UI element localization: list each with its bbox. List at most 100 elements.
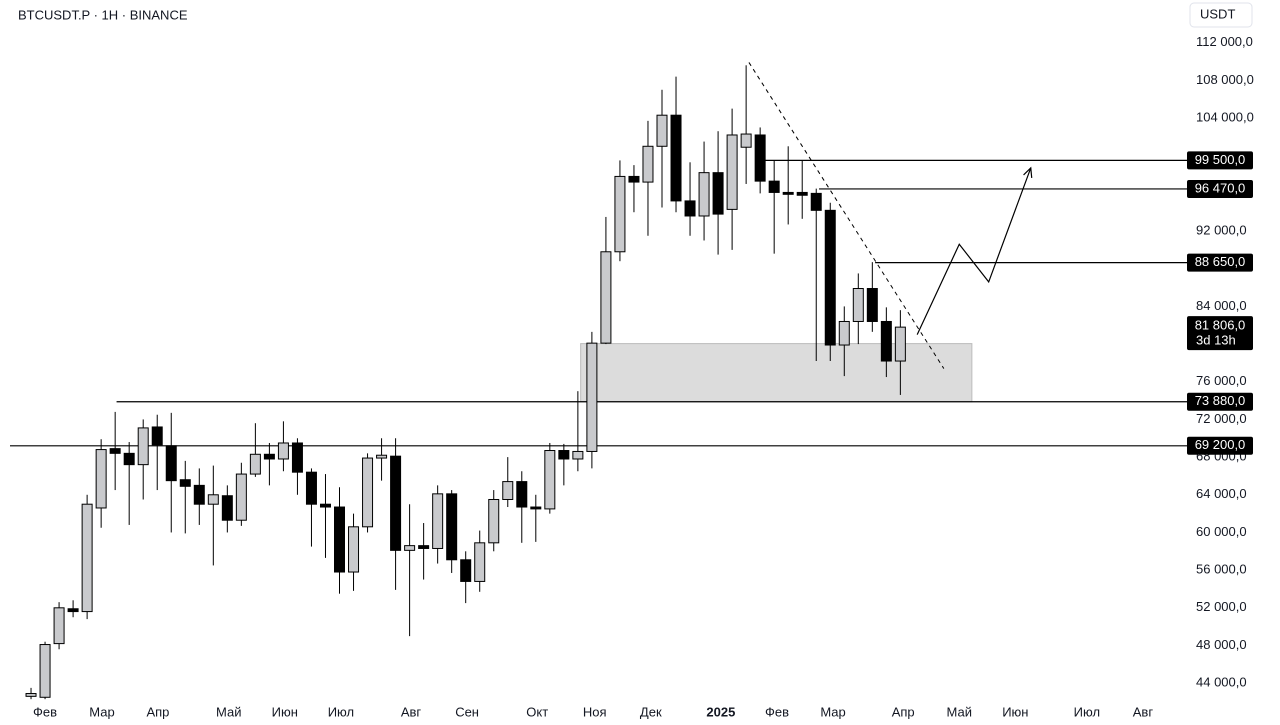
candle-body bbox=[712, 172, 724, 215]
candle-body bbox=[810, 192, 822, 211]
candle-body bbox=[642, 145, 654, 183]
projection-path bbox=[916, 167, 1032, 335]
candle-body bbox=[460, 559, 472, 582]
x-tick-label: Май bbox=[947, 704, 972, 719]
candle-body bbox=[305, 471, 317, 505]
x-tick-label: Мар bbox=[89, 704, 114, 719]
candle-body bbox=[25, 693, 37, 697]
chart-title: BTCUSDT.P · 1H · BINANCE bbox=[18, 7, 188, 22]
level-label: 99 500,0 bbox=[1195, 152, 1246, 167]
level-label: 88 650,0 bbox=[1195, 254, 1246, 269]
x-tick-label: Июл bbox=[1074, 704, 1100, 719]
candle-body bbox=[348, 526, 360, 573]
candle-body bbox=[151, 426, 163, 446]
candle-body bbox=[193, 484, 205, 505]
candle-body bbox=[165, 445, 177, 482]
candle-body bbox=[740, 133, 752, 148]
unit-box bbox=[1189, 2, 1253, 28]
y-tick-label: 108 000,0 bbox=[1196, 72, 1254, 87]
candle-body bbox=[488, 498, 500, 544]
candle-body bbox=[109, 448, 121, 454]
candle-body bbox=[446, 493, 458, 561]
last-price-box bbox=[1187, 316, 1253, 351]
candle-body bbox=[656, 114, 668, 147]
candle-body bbox=[221, 495, 233, 521]
candle-body bbox=[838, 320, 850, 346]
x-tick-label: Июн bbox=[272, 704, 298, 719]
candle-body bbox=[474, 542, 486, 582]
candle-body bbox=[418, 545, 430, 549]
candle-body bbox=[614, 175, 626, 253]
candle-body bbox=[866, 288, 878, 322]
y-tick-label: 56 000,0 bbox=[1196, 562, 1247, 577]
candle-body bbox=[782, 191, 794, 195]
candle-body bbox=[544, 450, 556, 510]
candle-body bbox=[502, 481, 514, 500]
y-tick-label: 76 000,0 bbox=[1196, 373, 1247, 388]
level-label: 69 200,0 bbox=[1195, 437, 1246, 452]
y-tick-label: 44 000,0 bbox=[1196, 675, 1247, 690]
candle-body bbox=[123, 452, 135, 466]
y-tick-label: 84 000,0 bbox=[1196, 298, 1247, 313]
candle-body bbox=[586, 342, 598, 452]
candle-body bbox=[698, 172, 710, 217]
unit-label: USDT bbox=[1200, 6, 1235, 21]
candle-body bbox=[376, 454, 388, 459]
candle-body bbox=[530, 506, 542, 510]
level-box bbox=[1187, 253, 1253, 272]
x-tick-label: Фев bbox=[765, 704, 789, 719]
candle-body bbox=[207, 494, 219, 505]
candle-body bbox=[291, 442, 303, 473]
candle-body bbox=[390, 455, 402, 551]
y-tick-label: 60 000,0 bbox=[1196, 524, 1247, 539]
x-tick-label: Июл bbox=[328, 704, 354, 719]
level-label: 73 880,0 bbox=[1195, 393, 1246, 408]
level-box bbox=[1187, 151, 1253, 170]
x-tick-label: Апр bbox=[892, 704, 915, 719]
x-tick-label: Июн bbox=[1002, 704, 1028, 719]
candle-body bbox=[754, 134, 766, 182]
y-tick-label: 48 000,0 bbox=[1196, 637, 1247, 652]
candle-body bbox=[39, 644, 51, 698]
candle-body bbox=[179, 479, 191, 487]
candle-body bbox=[852, 288, 864, 322]
level-box bbox=[1187, 436, 1253, 455]
y-tick-label: 92 000,0 bbox=[1196, 222, 1247, 237]
candle-body bbox=[796, 191, 808, 196]
candle-body bbox=[894, 326, 906, 362]
candle-body bbox=[277, 442, 289, 460]
x-tick-label: Дек bbox=[640, 704, 662, 719]
level-box bbox=[1187, 392, 1253, 411]
candle-body bbox=[558, 450, 570, 460]
x-tick-label: Май bbox=[216, 704, 241, 719]
candle-body bbox=[137, 427, 149, 466]
candle-body bbox=[319, 503, 331, 508]
x-tick-label: Ноя bbox=[583, 704, 607, 719]
candle-body bbox=[249, 453, 261, 475]
x-tick-label: Авг bbox=[1133, 704, 1154, 719]
candle-body bbox=[235, 473, 247, 521]
candle-body bbox=[362, 457, 374, 528]
candle-body bbox=[628, 175, 640, 183]
zone bbox=[580, 343, 973, 403]
candle-body bbox=[432, 493, 444, 549]
candle-body bbox=[880, 320, 892, 362]
candle-body bbox=[334, 506, 346, 573]
x-tick-label: Апр bbox=[146, 704, 169, 719]
y-tick-label: 64 000,0 bbox=[1196, 486, 1247, 501]
last-price-label: 81 806,0 bbox=[1195, 318, 1246, 333]
candle-body bbox=[53, 607, 65, 645]
y-tick-label: 104 000,0 bbox=[1196, 109, 1254, 124]
x-tick-label: Фев bbox=[33, 704, 57, 719]
candle-body bbox=[67, 608, 79, 613]
candle-body bbox=[824, 209, 836, 346]
candle-body bbox=[404, 545, 416, 551]
x-tick-label: 2025 bbox=[706, 704, 735, 719]
candle-body bbox=[768, 180, 780, 193]
candle-body bbox=[600, 251, 612, 344]
level-label: 96 470,0 bbox=[1195, 180, 1246, 195]
x-tick-label: Мар bbox=[820, 704, 845, 719]
candle-body bbox=[684, 200, 696, 217]
